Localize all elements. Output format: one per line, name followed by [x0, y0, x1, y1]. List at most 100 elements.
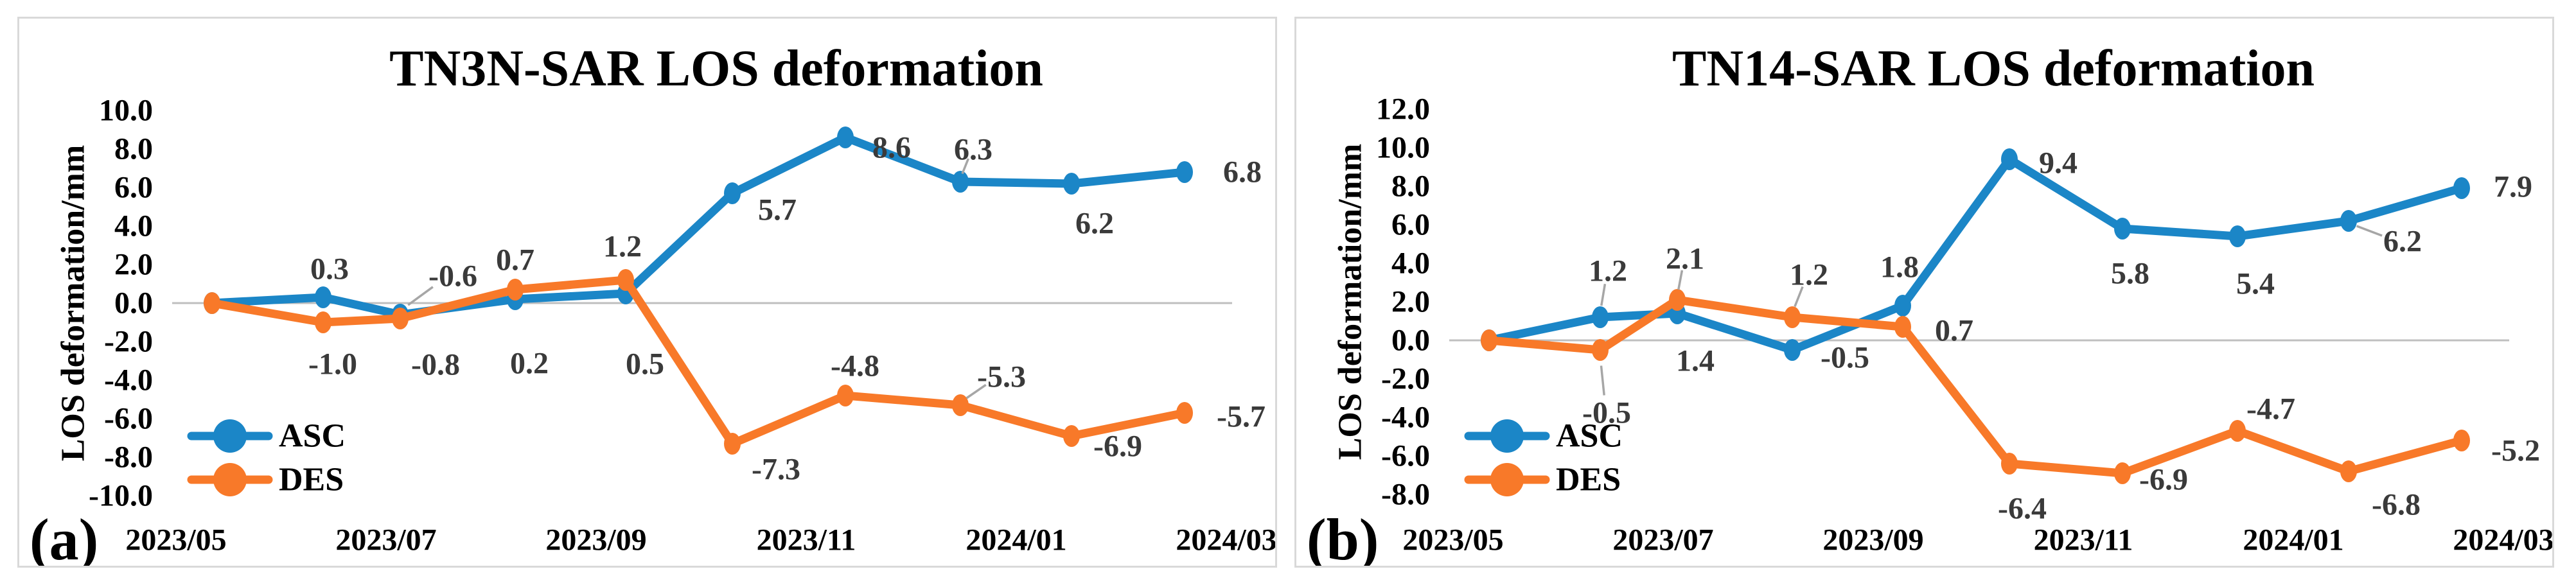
asc-marker	[1894, 295, 1911, 317]
legend-label-asc: ASC	[1556, 418, 1623, 455]
y-tick-label: -6.0	[1381, 439, 1430, 473]
des-data-label: -6.9	[1093, 430, 1142, 464]
des-marker	[2001, 453, 2018, 475]
des-marker	[2229, 420, 2246, 442]
data-label-leader	[1794, 286, 1804, 308]
y-tick-label: -10.0	[89, 479, 153, 513]
des-data-label: -5.3	[977, 360, 1026, 394]
asc-data-label: 5.4	[2236, 267, 2275, 301]
des-data-label: -0.8	[411, 348, 460, 382]
des-data-label: 0.7	[1935, 314, 1973, 348]
x-tick-label: 2024/03	[1176, 523, 1275, 557]
legend-marker-des	[1490, 463, 1524, 496]
asc-data-label: -0.6	[428, 259, 477, 293]
asc-data-label: 6.3	[954, 133, 992, 167]
y-tick-label: -4.0	[104, 363, 153, 397]
asc-data-label: 5.7	[758, 193, 797, 227]
data-label-leader	[961, 158, 970, 175]
des-marker	[617, 269, 634, 291]
chart-panel-a: TN3N-SAR LOS deformation LOS deformation…	[17, 17, 1277, 568]
des-data-label: -7.3	[752, 453, 800, 487]
y-tick-label: -8.0	[104, 441, 153, 475]
y-axis-title-b: LOS deformation/mm	[1332, 144, 1369, 460]
legend-marker-des	[213, 463, 247, 496]
asc-marker	[315, 286, 331, 308]
x-tick-label: 2023/09	[545, 523, 646, 557]
plot-area-b: 12.0 10.0 8.0 6.0 4.0 2.0 0.0 -2.0 -4.0 -6.0 -8.0 2…	[1376, 92, 2552, 557]
asc-marker	[952, 171, 969, 193]
des-marker	[1176, 402, 1193, 424]
asc-data-label: 1.4	[1676, 344, 1715, 378]
x-tick-label: 2023/09	[1822, 523, 1923, 557]
data-label-leader	[966, 383, 987, 399]
x-tick-label: 2023/11	[2034, 523, 2133, 557]
x-tick-label: 2023/05	[1402, 523, 1503, 557]
des-line	[1485, 295, 2466, 478]
asc-marker	[1784, 339, 1801, 361]
asc-marker	[1063, 173, 1080, 195]
data-label-leader	[1600, 365, 1605, 396]
des-data-label: 2.1	[1666, 242, 1704, 276]
y-tick-label: 6.0	[1391, 208, 1430, 242]
panel-letter-b: (b)	[1307, 507, 1379, 566]
des-data-label: -1.0	[308, 347, 357, 381]
asc-data-label: 0.3	[310, 252, 349, 286]
des-marker	[1784, 306, 1801, 328]
x-tick-label: 2023/07	[1612, 523, 1713, 557]
data-label-leader	[407, 286, 434, 306]
asc-data-label: 0.5	[626, 347, 664, 381]
des-data-label: -6.4	[1998, 492, 2047, 526]
des-marker	[2340, 460, 2357, 482]
asc-data-label: 6.2	[1075, 207, 1114, 241]
chart-title-b: TN14-SAR LOS deformation	[1672, 40, 2315, 97]
des-marker	[837, 385, 854, 406]
tn14-chart: TN14-SAR LOS deformation LOS deformation…	[1307, 40, 2552, 566]
asc-marker	[1592, 306, 1609, 328]
x-tick-label: 2024/03	[2453, 523, 2552, 557]
des-marker	[1592, 339, 1609, 361]
x-tick-label: 2024/01	[966, 523, 1066, 557]
asc-data-label: 1.8	[1880, 250, 1919, 284]
chart-panel-b: TN14-SAR LOS deformation LOS deformation…	[1294, 17, 2554, 568]
des-marker	[392, 308, 409, 329]
des-marker	[2453, 430, 2470, 451]
y-tick-label: 8.0	[114, 132, 153, 166]
legend-marker-asc	[1490, 419, 1524, 453]
panel-letter-a: (a)	[30, 507, 98, 566]
des-marker	[1063, 425, 1080, 447]
tn3n-chart: TN3N-SAR LOS deformation LOS deformation…	[30, 40, 1275, 566]
x-tick-label: 2024/01	[2243, 523, 2343, 557]
des-marker	[2114, 462, 2131, 484]
asc-data-label: 5.8	[2111, 257, 2149, 291]
y-tick-label: -4.0	[1381, 401, 1430, 435]
asc-data-label: -0.5	[1821, 341, 1869, 375]
y-tick-label: 12.0	[1376, 92, 1430, 127]
legend-label-des: DES	[1556, 462, 1621, 498]
des-marker	[1669, 289, 1686, 311]
asc-data-label: 0.2	[510, 347, 549, 381]
asc-marker	[2229, 225, 2246, 247]
y-tick-label: -6.0	[104, 402, 153, 436]
asc-data-label: 7.9	[2494, 170, 2532, 204]
data-label-leader	[1600, 283, 1607, 306]
asc-marker	[837, 127, 854, 148]
asc-marker	[724, 182, 741, 204]
des-data-label: 1.2	[1790, 258, 1828, 292]
des-marker	[724, 433, 741, 455]
x-tick-label: 2023/07	[335, 523, 436, 557]
asc-line	[1485, 155, 2466, 354]
asc-marker	[1176, 161, 1193, 183]
y-tick-label: 4.0	[1391, 247, 1430, 281]
asc-data-label: 1.2	[1589, 254, 1627, 288]
des-data-label: -4.8	[831, 349, 879, 383]
y-tick-label: -2.0	[104, 325, 153, 359]
asc-marker	[2453, 177, 2470, 199]
des-data-label: -6.9	[2139, 463, 2188, 497]
des-marker	[952, 394, 969, 416]
des-data-label: 0.7	[496, 243, 534, 277]
data-label-leader	[1677, 270, 1684, 290]
des-marker	[1894, 316, 1911, 338]
y-tick-label: 10.0	[1376, 131, 1430, 165]
y-tick-label: 0.0	[114, 286, 153, 320]
asc-data-label: 6.8	[1223, 155, 1262, 189]
